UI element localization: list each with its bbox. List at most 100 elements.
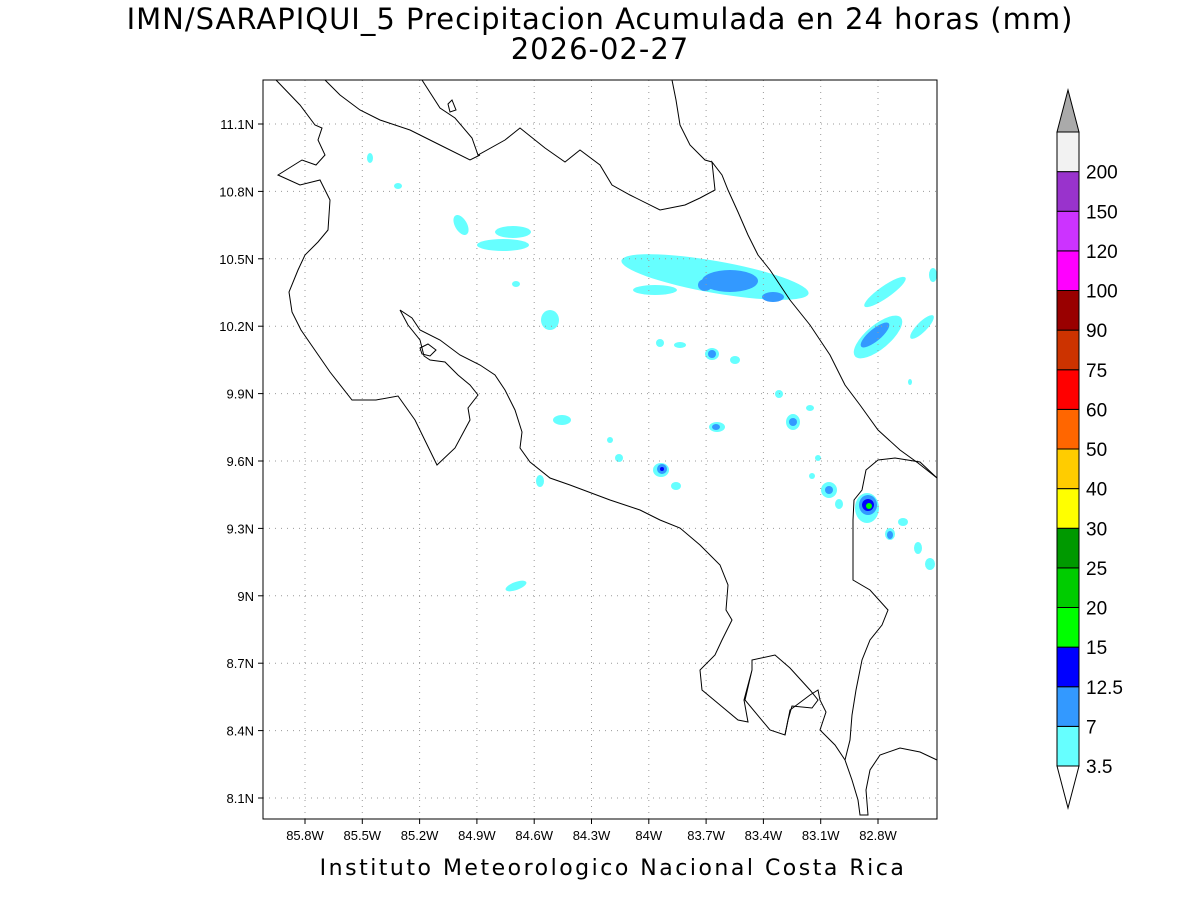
map-frame <box>262 79 938 820</box>
map-grid <box>263 80 937 819</box>
colorbar-swatch <box>1056 488 1080 529</box>
lon-label: 84W <box>635 828 662 843</box>
colorbar-swatch <box>1056 527 1080 569</box>
precip-area <box>660 467 664 471</box>
precip-area <box>825 486 833 494</box>
colorbar-label: 150 <box>1086 202 1118 223</box>
colorbar-swatch <box>1056 250 1080 291</box>
colorbar-swatch <box>1056 131 1080 173</box>
lat-label: 11.1N <box>220 117 254 132</box>
lon-label: 85.2W <box>401 828 439 843</box>
lat-label: 10.5N <box>219 252 254 267</box>
lat-label: 9.3N <box>227 521 254 536</box>
colorbar-label: 60 <box>1086 400 1107 421</box>
colorbar-label: 20 <box>1086 599 1107 620</box>
precip-area <box>477 239 529 251</box>
latitude-axis: 11.1N 10.8N 10.5N 10.2N 9.9N 9.6N 9.3N 9N 8.7N 8.… <box>219 117 263 806</box>
lon-label: 82.8W <box>859 828 897 843</box>
precip-area <box>505 580 527 592</box>
precip-area <box>607 437 613 443</box>
colorbar-label: 3.5 <box>1086 757 1112 778</box>
lon-label: 83.1W <box>802 828 840 843</box>
precip-area <box>762 292 784 302</box>
precip-area <box>536 475 544 487</box>
lon-label: 84.3W <box>573 828 611 843</box>
precip-area <box>615 454 623 462</box>
colorbar-label: 90 <box>1086 321 1107 342</box>
colorbar-swatch <box>1056 567 1080 608</box>
lon-label: 85.5W <box>344 828 382 843</box>
precip-area <box>887 531 893 539</box>
colorbar-label: 40 <box>1086 480 1107 501</box>
precip-area <box>656 339 664 347</box>
colorbar-label: 50 <box>1086 440 1107 461</box>
precip-area <box>512 281 520 287</box>
precip-area <box>394 183 402 189</box>
precip-area <box>835 499 843 509</box>
colorbar-swatch <box>1056 686 1080 727</box>
map-title: IMN/SARAPIQUI_5 Precipitacion Acumulada … <box>126 2 1074 36</box>
precip-area <box>860 322 890 348</box>
lat-label: 8.1N <box>227 791 254 806</box>
precip-area <box>453 215 469 235</box>
nicaragua-border <box>671 79 713 163</box>
lon-label: 84.9W <box>458 828 496 843</box>
lon-label: 83.4W <box>745 828 783 843</box>
colorbar-label: 7 <box>1086 717 1097 738</box>
colorbar-label: 120 <box>1086 242 1118 263</box>
precip-area <box>495 226 531 238</box>
pacific-coast-north <box>275 79 819 736</box>
lat-label: 9.9N <box>227 387 254 402</box>
precip-area <box>730 356 740 364</box>
lat-label: 10.2N <box>219 319 254 334</box>
lat-label: 8.4N <box>227 724 254 739</box>
precip-area <box>789 418 797 426</box>
precipitation-field <box>367 153 937 592</box>
caribbean-coast <box>421 79 938 479</box>
precip-area <box>929 268 937 282</box>
colorbar-swatch <box>1056 408 1080 450</box>
colorbar: 3.5 7 12.5 15 20 25 30 40 50 60 75 90 100 120 150 200 <box>1056 88 1123 810</box>
coastlines <box>275 79 938 816</box>
precip-area <box>698 279 712 291</box>
lat-label: 9N <box>237 589 254 604</box>
colorbar-label: 100 <box>1086 282 1118 303</box>
colorbar-arrow-bottom <box>1056 765 1080 810</box>
lat-label: 8.7N <box>227 656 254 671</box>
precip-area <box>898 518 908 526</box>
precip-area <box>864 276 906 308</box>
precip-area <box>925 558 935 570</box>
precip-area <box>541 310 559 330</box>
small-island <box>447 99 457 113</box>
colorbar-swatch <box>1056 448 1080 490</box>
colorbar-label: 30 <box>1086 519 1107 540</box>
colorbar-label: 25 <box>1086 559 1107 580</box>
precip-area <box>702 270 758 292</box>
lon-label: 84.6W <box>515 828 553 843</box>
colorbar-swatch <box>1056 607 1080 648</box>
lake-nicaragua-south <box>324 79 481 161</box>
precip-area <box>866 503 872 509</box>
pacific-coast-south <box>784 689 938 816</box>
colorbar-label: 75 <box>1086 361 1107 382</box>
lon-label: 85.8W <box>286 828 324 843</box>
precip-area <box>553 415 571 425</box>
precip-area <box>908 379 912 385</box>
colorbar-swatch <box>1056 369 1080 410</box>
precip-area <box>671 482 681 490</box>
colorbar-swatch <box>1056 725 1080 767</box>
map-date: 2026-02-27 <box>510 32 690 66</box>
colorbar-label: 200 <box>1086 163 1118 184</box>
colorbar-arrow-top <box>1056 88 1080 133</box>
precip-area <box>806 405 814 411</box>
panama-border <box>844 457 938 761</box>
gulf-island <box>419 343 437 357</box>
colorbar-swatch <box>1056 171 1080 212</box>
precip-area <box>910 315 934 339</box>
colorbar-swatch <box>1056 290 1080 331</box>
precip-area <box>708 350 716 358</box>
colorbar-label: 15 <box>1086 638 1107 659</box>
colorbar-swatch <box>1056 210 1080 252</box>
lat-label: 10.8N <box>219 184 254 199</box>
